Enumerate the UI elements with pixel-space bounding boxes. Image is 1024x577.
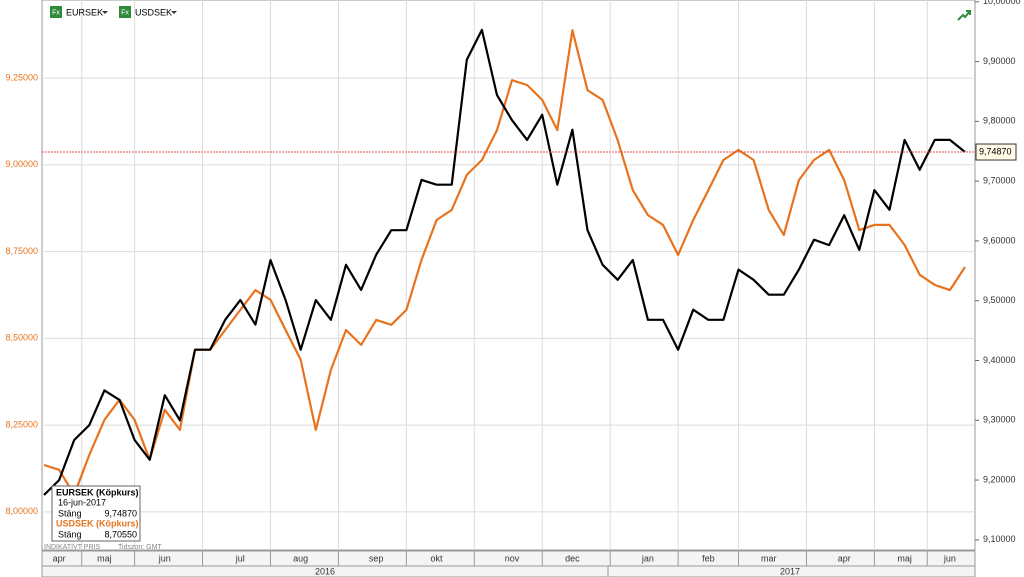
- y-tick-label: 8,50000: [5, 333, 38, 343]
- footer: INDIKATIVT PRIS: [44, 544, 100, 551]
- x-tick-label: feb: [702, 553, 715, 563]
- reference-label: 9,74870: [979, 146, 1012, 156]
- x-tick-label: jan: [641, 553, 654, 563]
- y-tick-label: 9,25000: [5, 72, 38, 82]
- x-axis-band: [41, 550, 976, 577]
- y2-tick-label: 9,20000: [983, 474, 1016, 484]
- x-tick-label: maj: [897, 553, 912, 563]
- x-tick-label: jun: [943, 553, 956, 563]
- legend: Fx EURSEK Fx USDSEK: [50, 6, 177, 18]
- y2-tick-label: 9,90000: [983, 56, 1016, 66]
- x-tick-label: maj: [97, 553, 112, 563]
- info-title: EURSEK (Köpkurs): [56, 487, 139, 497]
- info-box-frame: [51, 485, 141, 542]
- x-tick-label: apr: [838, 553, 851, 563]
- dropdown-arrow[interactable]: [171, 11, 177, 14]
- y2-tick-label: 9,70000: [983, 176, 1016, 186]
- legend-icon: [50, 6, 62, 18]
- y2-tick-label: 9,10000: [983, 534, 1016, 544]
- x-tick-label: jul: [235, 553, 245, 563]
- legend-icon-text: Fx: [121, 9, 129, 16]
- x-tick-label: apr: [53, 553, 66, 563]
- y-tick-label: 9,00000: [5, 159, 38, 169]
- y-tick-label: 8,00000: [5, 506, 38, 516]
- info-date: 16-jun-2017: [58, 497, 106, 507]
- info-value: 9,74870: [104, 508, 137, 518]
- series-line: [43, 28, 966, 496]
- x-tick-label: okt: [431, 553, 444, 563]
- year-label: 2016: [315, 566, 335, 576]
- dropdown-arrow[interactable]: [102, 11, 108, 14]
- x-tick-label: dec: [565, 553, 580, 563]
- grid: [42, 0, 975, 550]
- legend-entry[interactable]: USDSEK: [135, 7, 172, 17]
- legend-entry[interactable]: EURSEK: [66, 7, 103, 17]
- x-tick-label: aug: [293, 553, 308, 563]
- year-label: 2017: [780, 566, 800, 576]
- x-tick-label: nov: [505, 553, 520, 563]
- legend-icon-text: Fx: [52, 9, 60, 16]
- lines: [43, 28, 966, 496]
- reference-label-box: [975, 143, 1017, 161]
- plot-frame: [41, 0, 976, 551]
- info-title: USDSEK (Köpkurs): [56, 518, 139, 528]
- x-tick-label: jun: [158, 553, 171, 563]
- info-value: 8,70550: [104, 529, 137, 539]
- info-label: Stäng: [58, 508, 82, 518]
- info-box: EURSEK (Köpkurs) 16-jun-2017 Stäng 9,748…: [51, 485, 141, 542]
- trend-icon[interactable]: [957, 10, 971, 21]
- timezone: Tidszon: GMT: [118, 544, 162, 551]
- y-tick-label: 8,75000: [5, 246, 38, 256]
- y2-tick-label: 9,30000: [983, 415, 1016, 425]
- y2-tick-label: 9,60000: [983, 235, 1016, 245]
- y2-tick-label: 10,00000: [983, 0, 1021, 6]
- y2-tick-label: 9,50000: [983, 295, 1016, 305]
- y2-tick-label: 9,40000: [983, 355, 1016, 365]
- x-tick-label: sep: [369, 553, 384, 563]
- legend-icon: [119, 6, 131, 18]
- y2-tick-label: 9,80000: [983, 116, 1016, 126]
- x-tick-label: mar: [761, 553, 777, 563]
- y-tick-label: 8,25000: [5, 419, 38, 429]
- info-label: Stäng: [58, 529, 82, 539]
